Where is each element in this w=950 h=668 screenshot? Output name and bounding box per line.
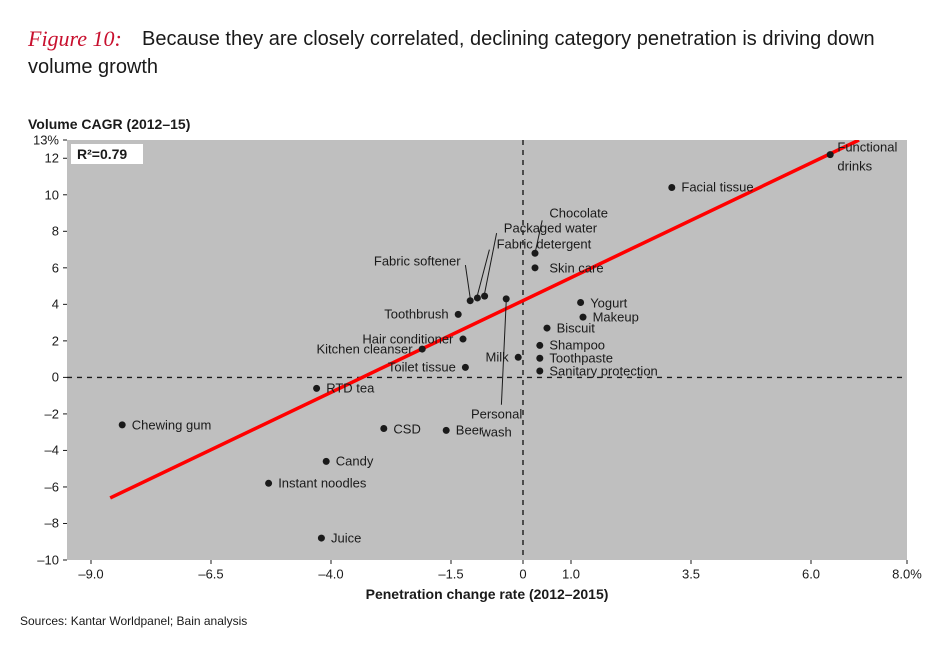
point-label: Biscuit: [557, 321, 595, 336]
point-label: Facial tissue: [681, 180, 753, 195]
point-label: Milk: [485, 350, 508, 365]
x-axis-title: Penetration change rate (2012–2015): [366, 586, 609, 602]
y-tick-label: 4: [52, 297, 59, 312]
point-label: Toilet tissue: [388, 360, 456, 375]
y-tick-label: 6: [52, 260, 59, 275]
y-tick-label: 0: [52, 370, 59, 385]
point-label: Yogurt: [590, 295, 627, 310]
x-tick-label: –4.0: [318, 567, 343, 582]
y-tick-label: –4: [45, 443, 59, 458]
x-tick-label: 0: [519, 567, 526, 582]
x-tick-label: 8.0%: [892, 567, 922, 582]
y-tick-label: –6: [45, 479, 59, 494]
x-tick-label: 3.5: [682, 567, 700, 582]
y-tick-label: –2: [45, 406, 59, 421]
point-label: Candy: [336, 454, 374, 469]
y-tick-label: 13%: [33, 133, 59, 148]
x-tick-label: –1.5: [438, 567, 463, 582]
point-label: Personal: [471, 406, 522, 421]
point-label: Juice: [331, 531, 361, 546]
point-label: Beer: [456, 423, 483, 438]
point-label: Functional: [837, 140, 897, 155]
point-label: Packaged water: [504, 220, 597, 235]
y-tick-label: 8: [52, 224, 59, 239]
figure-container: { "figure_label": { "text": "Figure 10:"…: [0, 0, 950, 668]
point-label: wash: [481, 425, 511, 440]
x-tick-label: –6.5: [198, 567, 223, 582]
y-tick-label: 12: [45, 151, 59, 166]
point-label: Makeup: [593, 310, 639, 325]
x-tick-label: 1.0: [562, 567, 580, 582]
x-tick-label: –9.0: [78, 567, 103, 582]
point-label: RTD tea: [326, 381, 374, 396]
point-label: CSD: [393, 421, 420, 436]
point-label: Chewing gum: [132, 417, 212, 432]
point-label: Kitchen cleanser: [316, 342, 412, 357]
y-tick-label: 10: [45, 187, 59, 202]
point-label: Chocolate: [549, 206, 608, 221]
r-squared-label: R²=0.79: [77, 146, 127, 162]
point-label: Sanitary protection: [549, 364, 657, 379]
y-tick-label: –8: [45, 516, 59, 531]
point-label: Toothbrush: [384, 307, 448, 322]
point-label: drinks: [837, 158, 872, 173]
x-tick-label: 6.0: [802, 567, 820, 582]
source-note: Sources: Kantar Worldpanel; Bain analysi…: [20, 614, 247, 628]
point-label: Fabric detergent: [497, 237, 592, 252]
point-label: Skin care: [549, 260, 603, 275]
point-label: Fabric softener: [374, 253, 461, 268]
point-label: Instant noodles: [278, 476, 366, 491]
y-tick-label: 2: [52, 333, 59, 348]
y-tick-label: –10: [37, 553, 59, 568]
